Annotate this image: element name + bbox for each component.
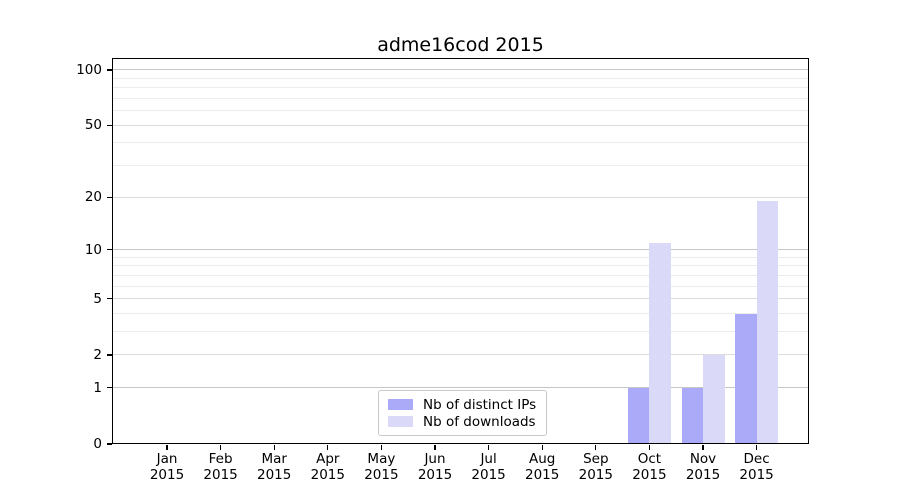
x-tick-label: Aug 2015: [525, 451, 560, 483]
chart-title: adme16cod 2015: [377, 34, 544, 56]
gridline: [112, 313, 809, 315]
bar-downloads: [703, 354, 725, 444]
y-tick-mark: [107, 124, 112, 126]
gridline: [112, 69, 809, 71]
y-tick-label: 5: [93, 290, 102, 307]
y-tick-mark: [107, 354, 112, 356]
y-tick-label: 20: [84, 189, 102, 206]
x-tick-label: Oct 2015: [632, 451, 667, 483]
x-tick-mark: [595, 445, 597, 450]
x-tick-label: Feb 2015: [203, 451, 238, 483]
gridline: [112, 110, 809, 112]
legend-label-distinct-ips: Nb of distinct IPs: [423, 396, 537, 413]
gridline: [112, 256, 809, 258]
legend-entry: Nb of distinct IPs: [388, 397, 537, 413]
x-tick-label: Nov 2015: [685, 451, 721, 483]
gridline: [112, 165, 809, 167]
gridline: [112, 87, 809, 89]
y-tick-label: 100: [76, 61, 102, 78]
legend-label-downloads: Nb of downloads: [423, 413, 536, 430]
legend: Nb of distinct IPs Nb of downloads: [378, 390, 547, 436]
x-tick-mark: [273, 445, 275, 450]
bar-distinct-ips: [681, 387, 703, 444]
bar-distinct-ips: [627, 387, 650, 444]
x-tick-label: Dec 2015: [739, 451, 774, 483]
bar-downloads: [649, 242, 671, 444]
x-tick-mark: [702, 445, 704, 450]
y-tick-mark: [107, 69, 112, 71]
gridline: [112, 249, 809, 251]
y-tick-label: 0: [93, 436, 102, 452]
gridline: [112, 142, 809, 144]
x-tick-mark: [380, 445, 382, 450]
bar-downloads: [756, 201, 779, 444]
y-tick-label: 1: [93, 379, 102, 396]
x-tick-label: Sep 2015: [578, 451, 613, 483]
y-tick-label: 2: [93, 346, 102, 363]
y-tick-mark: [107, 443, 112, 445]
gridline: [112, 387, 809, 389]
y-tick-label: 50: [84, 117, 102, 134]
x-tick-mark: [756, 445, 758, 450]
gridline: [112, 97, 809, 99]
x-tick-mark: [327, 445, 329, 450]
x-tick-label: Apr 2015: [310, 451, 345, 483]
gridline: [112, 298, 809, 300]
x-tick-label: Jul 2015: [471, 451, 506, 483]
x-tick-label: Mar 2015: [257, 451, 292, 483]
gridline: [112, 354, 809, 356]
gridline: [112, 196, 809, 198]
x-tick-mark: [220, 445, 222, 450]
gridline: [112, 285, 809, 287]
x-tick-label: Jun 2015: [417, 451, 453, 483]
y-tick-label: 10: [84, 241, 102, 258]
x-tick-mark: [648, 445, 650, 450]
y-tick-mark: [107, 249, 112, 251]
bar-distinct-ips: [735, 313, 757, 444]
x-tick-label: May 2015: [364, 451, 399, 483]
plot-area: [112, 58, 809, 444]
y-tick-mark: [107, 387, 112, 389]
gridline: [112, 77, 809, 79]
legend-entry: Nb of downloads: [388, 414, 537, 430]
legend-swatch-distinct-ips: [388, 399, 413, 410]
x-tick-label: Jan 2015: [149, 451, 185, 483]
gridline: [112, 265, 809, 267]
x-tick-mark: [541, 445, 543, 450]
x-tick-mark: [434, 445, 436, 450]
gridline: [112, 331, 809, 333]
legend-swatch-downloads: [388, 416, 413, 427]
y-tick-mark: [107, 298, 112, 300]
gridline: [112, 124, 809, 126]
y-tick-mark: [107, 196, 112, 198]
x-tick-mark: [166, 445, 168, 450]
x-tick-mark: [488, 445, 490, 450]
gridline: [112, 274, 809, 276]
